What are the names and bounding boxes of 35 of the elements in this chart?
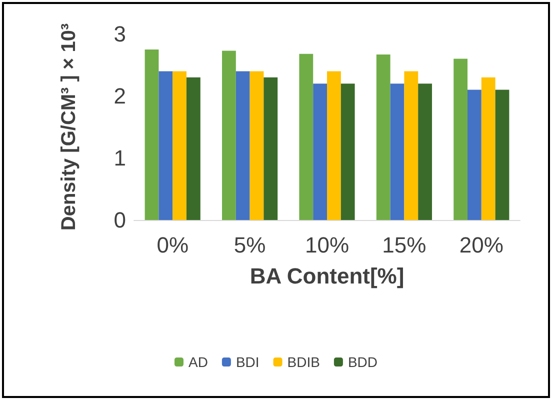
y-tick-label: 0 bbox=[114, 208, 126, 232]
y-tick-label: 1 bbox=[114, 146, 126, 170]
bar bbox=[250, 71, 264, 220]
bar bbox=[186, 77, 200, 220]
x-tick-label: 0% bbox=[156, 232, 188, 258]
bar bbox=[172, 71, 186, 220]
y-tick-label: 2 bbox=[114, 84, 126, 108]
bar bbox=[376, 54, 390, 220]
bar bbox=[313, 84, 327, 220]
x-tick-label: 15% bbox=[382, 232, 426, 258]
bar bbox=[144, 50, 159, 220]
bar bbox=[390, 84, 404, 220]
x-tick-label: 20% bbox=[459, 232, 504, 258]
legend-label: BDD bbox=[348, 354, 378, 370]
legend-label: BDI bbox=[236, 354, 260, 370]
x-tick-label: 10% bbox=[304, 232, 350, 258]
bar bbox=[454, 58, 468, 220]
y-axis-title: Density [G/CM³ ] × 10³ bbox=[58, 23, 80, 231]
bar bbox=[481, 77, 496, 220]
bar bbox=[222, 50, 236, 220]
bar bbox=[299, 54, 314, 220]
bar bbox=[340, 84, 355, 220]
legend-label: BDIB bbox=[287, 354, 320, 370]
x-tick-label: 5% bbox=[234, 232, 266, 258]
bar bbox=[495, 90, 510, 220]
bar bbox=[327, 71, 341, 220]
bar bbox=[404, 71, 418, 220]
x-axis-title: BA Content[%] bbox=[250, 264, 404, 288]
legend-label: AD bbox=[188, 354, 208, 370]
bar bbox=[236, 71, 250, 220]
bar bbox=[264, 77, 278, 220]
bar bbox=[418, 84, 432, 220]
y-tick-label: 3 bbox=[114, 22, 126, 46]
bar bbox=[158, 71, 173, 220]
bar bbox=[468, 90, 482, 220]
